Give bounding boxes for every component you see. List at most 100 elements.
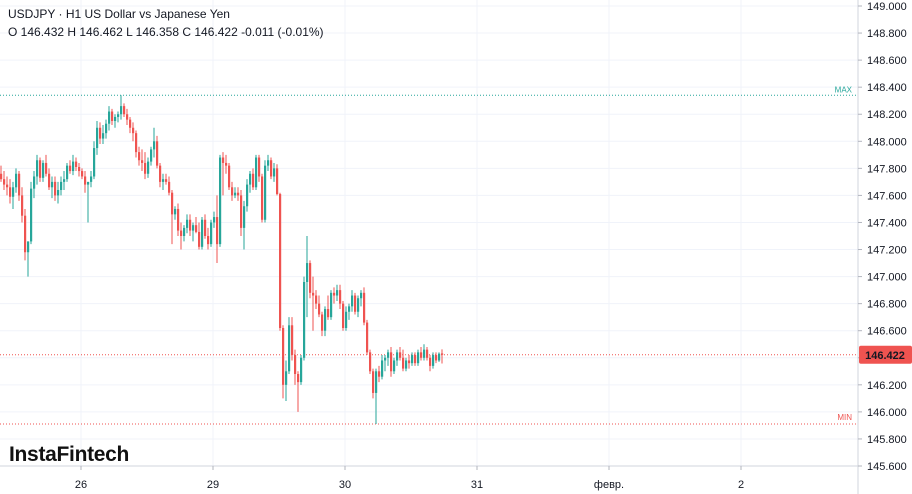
level-label-max: MAX xyxy=(835,85,853,94)
y-tick-label: 147.200 xyxy=(867,245,907,257)
candle-body xyxy=(108,111,111,124)
candle-body xyxy=(318,303,321,315)
candle-body xyxy=(42,162,45,178)
candle-body xyxy=(156,141,159,166)
candle-body xyxy=(144,162,147,174)
candle-body xyxy=(81,171,84,177)
y-tick-label: 148.200 xyxy=(867,109,907,121)
candle-body xyxy=(228,165,231,188)
candle-body xyxy=(435,355,438,361)
candle-body xyxy=(363,292,366,323)
candle-body xyxy=(420,352,423,358)
candle-body xyxy=(333,292,336,296)
candle-body xyxy=(315,295,318,304)
candle-body xyxy=(378,371,381,377)
candle-body xyxy=(213,217,216,223)
candle-body xyxy=(183,227,186,236)
timeframe[interactable]: H1 xyxy=(65,7,82,21)
candle-body xyxy=(288,325,291,372)
candle-body xyxy=(132,127,135,134)
candle-body xyxy=(243,206,246,228)
candle-body xyxy=(141,160,144,163)
candle-body xyxy=(345,311,348,328)
candle-body xyxy=(372,371,375,393)
symbol[interactable]: USDJPY xyxy=(8,7,56,21)
candle-body xyxy=(309,263,312,293)
candle-body xyxy=(201,219,204,247)
candle-body xyxy=(279,194,282,328)
candle-body xyxy=(24,215,27,253)
candle-body xyxy=(174,208,177,215)
candle-body xyxy=(327,309,330,318)
candle-body xyxy=(222,157,225,163)
candle-body xyxy=(159,165,162,182)
candle-body xyxy=(57,190,60,196)
candle-body xyxy=(54,181,57,196)
candle-body xyxy=(216,217,219,245)
candle-body xyxy=(90,176,93,182)
candle-body xyxy=(39,160,42,178)
candle-body xyxy=(402,357,405,369)
ohlc-readout: O 146.432 H 146.462 L 146.358 C 146.422 … xyxy=(8,25,324,39)
candle-body xyxy=(84,176,87,185)
candle-body xyxy=(12,187,15,197)
y-tick-label: 148.600 xyxy=(867,55,907,67)
candle-body xyxy=(417,352,420,364)
candle-body xyxy=(375,371,378,393)
x-tick-label: февр. xyxy=(594,479,624,491)
candle-body xyxy=(129,119,132,128)
candle-body xyxy=(126,114,129,120)
candle-body xyxy=(180,230,183,236)
candle-body xyxy=(123,106,126,115)
x-tick-label: 30 xyxy=(339,479,351,491)
last-price-tag: 146.422 xyxy=(859,345,912,364)
candle-body xyxy=(366,322,369,353)
y-tick-label: 148.000 xyxy=(867,136,907,148)
candle-body xyxy=(234,192,237,196)
level-label-min: MIN xyxy=(837,413,852,422)
candle-body xyxy=(240,195,243,228)
candle-body xyxy=(147,161,150,174)
time-axis-ticks: 26 29 30 31 февр. 2 xyxy=(75,466,744,491)
y-tick-label: 146.200 xyxy=(867,380,907,392)
candle-body xyxy=(249,173,252,185)
x-tick-label: 2 xyxy=(738,479,744,491)
y-tick-label: 149.000 xyxy=(867,1,907,13)
candle-body xyxy=(246,184,249,207)
y-tick-label: 148.400 xyxy=(867,82,907,94)
level-lines: MAX MIN xyxy=(0,85,858,425)
y-tick-label: 145.800 xyxy=(867,434,907,446)
brand-logo: InstaFintech xyxy=(9,443,130,466)
candles xyxy=(0,95,444,425)
y-tick-label: 145.600 xyxy=(867,461,907,473)
candle-body xyxy=(75,161,78,167)
candle-body xyxy=(414,355,417,364)
candle-body xyxy=(192,225,195,231)
candle-body xyxy=(171,192,174,215)
candle-body xyxy=(36,160,39,177)
candle-body xyxy=(219,157,222,245)
y-tick-label: 146.800 xyxy=(867,299,907,311)
candle-body xyxy=(204,219,207,236)
candle-body xyxy=(153,141,156,150)
candle-body xyxy=(429,357,432,366)
symbol-title: USDJPY · H1 US Dollar vs Japanese Yen xyxy=(8,7,230,21)
candle-body xyxy=(252,173,255,188)
candle-body xyxy=(93,148,96,177)
candle-body xyxy=(51,181,54,188)
candle-body xyxy=(105,123,108,134)
candle-body xyxy=(168,181,171,193)
last-price-label: 146.422 xyxy=(865,350,905,362)
candle-body xyxy=(300,357,303,383)
candle-body xyxy=(48,173,51,188)
candle-body xyxy=(384,357,387,361)
candle-body xyxy=(405,360,408,369)
candle-body xyxy=(381,360,384,377)
candle-body xyxy=(135,133,138,153)
candle-body xyxy=(225,162,228,166)
candle-body xyxy=(63,179,66,182)
candle-body xyxy=(321,314,324,331)
candle-body xyxy=(18,173,21,196)
candle-body xyxy=(138,152,141,161)
